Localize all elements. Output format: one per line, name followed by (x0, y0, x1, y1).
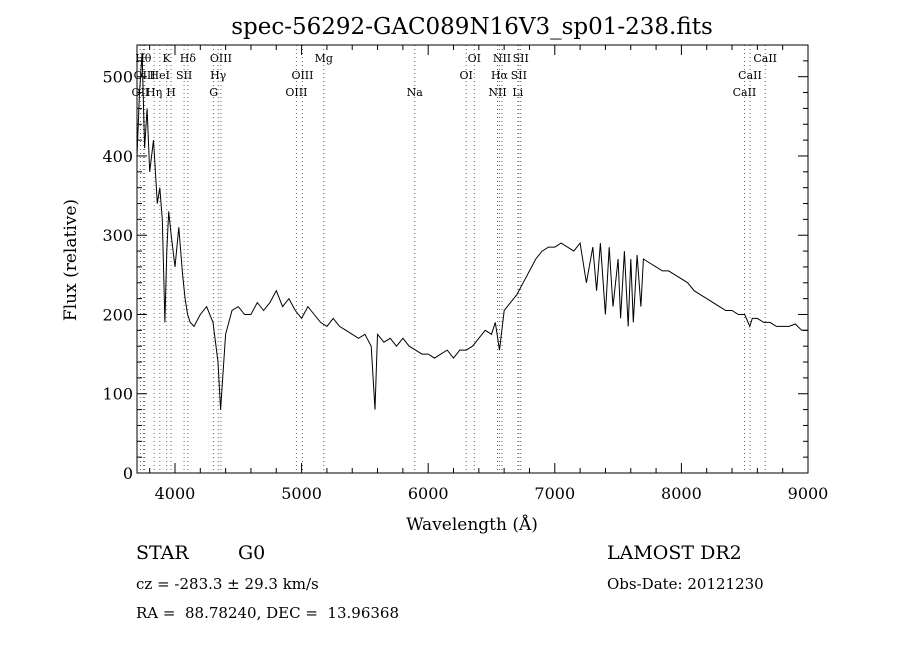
line-label-15: Na (407, 86, 424, 99)
line-label-16: OI (459, 69, 472, 82)
x-tick-label-9000: 9000 (788, 484, 829, 503)
x-axis-label: Wavelength (Å) (406, 514, 538, 535)
y-tick-label-300: 300 (102, 226, 133, 245)
y-tick-label-200: 200 (102, 305, 133, 324)
chart-title: spec-56292-GAC089N16V3_sp01-238.fits (231, 14, 713, 40)
plot-frame (136, 44, 809, 474)
coordinates: RA = 88.78240, DEC = 13.96368 (136, 604, 400, 622)
y-tick-label-100: 100 (102, 385, 133, 404)
line-label-24: CaII (733, 86, 757, 99)
line-label-12: OIII (285, 86, 307, 99)
line-label-4: HeI (150, 69, 170, 82)
y-axis-ticks: 0 100 200 300 400 500 (102, 60, 808, 483)
line-label-22: Li (512, 86, 523, 99)
x-tick-label-5000: 5000 (281, 484, 322, 503)
spectrum-chart: spec-56292-GAC089N16V3_sp01-238.fits Wav… (61, 14, 829, 535)
x-tick-label-6000: 6000 (408, 484, 449, 503)
y-tick-label-500: 500 (102, 68, 133, 87)
y-tick-label-400: 400 (102, 147, 133, 166)
line-label-18: NII (488, 86, 506, 99)
x-tick-label-7000: 7000 (534, 484, 575, 503)
line-label-11: OIII (210, 52, 232, 65)
line-label-5: K (163, 52, 172, 65)
line-label-14: Mg (315, 52, 333, 65)
spectral-line-markers (139, 45, 766, 473)
line-label-7: SII (176, 69, 192, 82)
redshift-text: cz = -283.3 ± 29.3 km/s (136, 575, 319, 593)
line-label-2: OIII (134, 69, 156, 82)
line-label-21: SII (511, 69, 527, 82)
y-tick-label-0: 0 (123, 464, 133, 483)
spectrum-line (136, 52, 808, 410)
line-label-20: NII (493, 52, 511, 65)
line-label-13: OIII (291, 69, 313, 82)
line-label-8: Hδ (180, 52, 197, 65)
line-label-17: OI (468, 52, 481, 65)
line-label-6: H (166, 86, 176, 99)
line-label-1: Hθ (135, 52, 152, 65)
spectral-line-labels: OIIHθOIIIHηHeIKHSIIHδGHγOIIIOIIIOIIIMgNa… (132, 52, 777, 99)
line-label-3: Hη (146, 86, 162, 99)
x-axis-ticks: 4000 5000 6000 7000 8000 9000 (149, 45, 829, 503)
x-tick-label-4000: 4000 (155, 484, 196, 503)
x-tick-label-8000: 8000 (661, 484, 702, 503)
survey-name: LAMOST DR2 (607, 542, 742, 564)
obs-date: Obs-Date: 20121230 (607, 575, 764, 593)
line-label-26: CaII (753, 52, 777, 65)
line-label-10: Hγ (210, 69, 227, 82)
y-axis-label: Flux (relative) (61, 199, 81, 321)
line-label-25: CaII (738, 69, 762, 82)
object-class: STAR (136, 542, 189, 564)
subclass: G0 (238, 542, 266, 564)
line-label-19: Hα (491, 69, 509, 82)
line-label-23: SII (513, 52, 529, 65)
line-label-9: G (209, 86, 218, 99)
